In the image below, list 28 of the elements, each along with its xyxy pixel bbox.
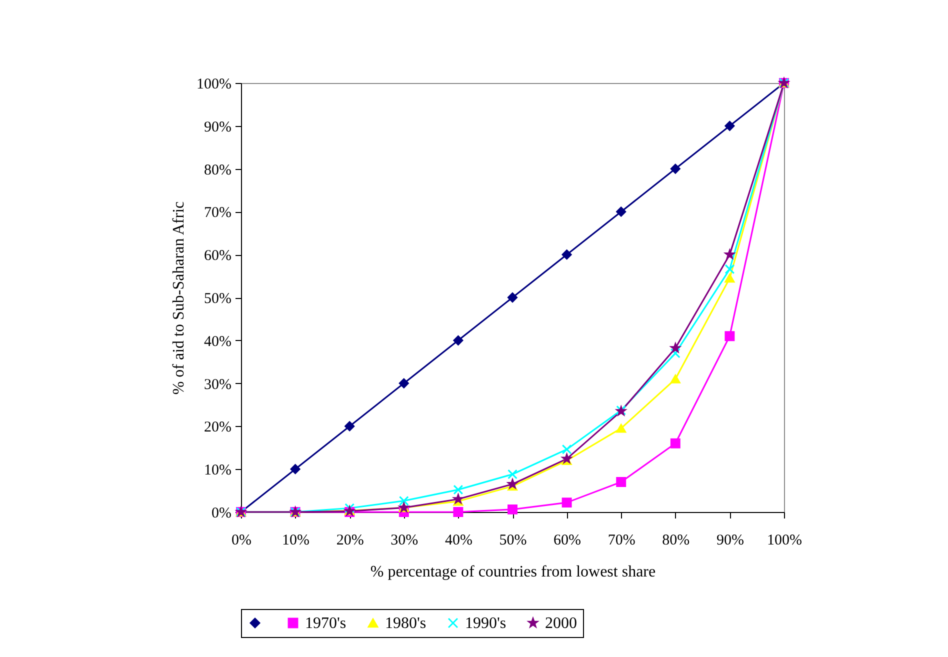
x-tick-label: 70%: [608, 532, 636, 548]
x-tick-label: 10%: [282, 532, 310, 548]
x-tick-label: 100%: [767, 532, 802, 548]
y-axis-title: % of aid to Sub-Saharan Afric: [170, 201, 188, 395]
y-tick-label: 90%: [204, 119, 232, 136]
legend-label: 1970's: [305, 615, 346, 632]
x-tick-label: 30%: [390, 532, 418, 548]
y-tick-label: 30%: [204, 376, 232, 393]
x-tick-label: 0%: [232, 532, 252, 548]
x-tick-label: 20%: [336, 532, 364, 548]
x-tick-label: 40%: [444, 532, 472, 548]
x-tick-label: 90%: [716, 532, 744, 548]
y-tick-label: 80%: [204, 162, 232, 178]
x-tick-label: 50%: [499, 532, 527, 548]
y-tick-label: 50%: [204, 291, 232, 307]
legend-label: 1990's: [465, 615, 506, 632]
y-tick-label: 20%: [204, 420, 232, 436]
x-axis-title: % percentage of countries from lowest share: [370, 564, 656, 580]
legend-label: 2000: [545, 615, 577, 632]
y-tick-label: 0%: [212, 506, 232, 522]
x-tick-label: 80%: [662, 532, 690, 548]
legend-label: 1980's: [385, 615, 426, 632]
x-tick-label: 60%: [554, 532, 582, 548]
y-tick-label: 60%: [204, 248, 232, 264]
y-tick-label: 10%: [204, 462, 232, 479]
y-tick-label: 100%: [196, 76, 232, 92]
y-tick-label: 40%: [204, 334, 232, 350]
y-tick-label: 70%: [204, 205, 232, 222]
